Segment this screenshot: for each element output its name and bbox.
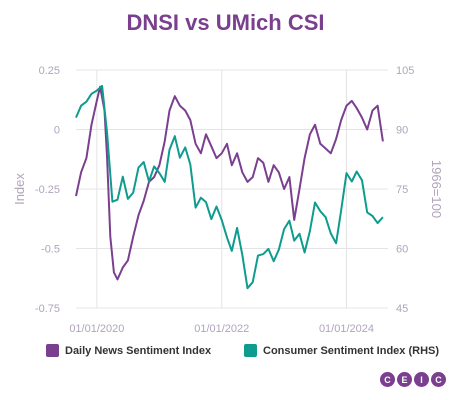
logo-letter: C [431,372,446,387]
legend-label-csi: Consumer Sentiment Index (RHS) [263,344,440,357]
y2-tick-label: 45 [396,303,408,315]
ceic-logo: C E I C [380,372,446,387]
y-axis-title: Index [12,173,27,205]
x-tick-label: 01/01/2024 [319,323,374,335]
legend-swatch-dnsi [46,344,59,357]
y2-tick-label: 75 [396,184,408,196]
chart-title: DNSI vs UMich CSI [126,10,325,35]
legend-item-csi[interactable]: Consumer Sentiment Index (RHS) [244,344,439,357]
legend-item-dnsi[interactable]: Daily News Sentiment Index [46,344,211,357]
y2-tick-label: 60 [396,244,408,256]
y-tick-label: 0.25 [39,65,60,77]
y-tick-label: -0.5 [41,244,60,256]
series-line-csi [75,84,384,290]
logo-letter: I [414,372,429,387]
y-tick-label: -0.75 [35,303,60,315]
y-tick-label: 0 [54,125,60,137]
y2-tick-label: 90 [396,125,408,137]
logo-letter: C [380,372,395,387]
y2-axis-title: 1966=100 [429,160,444,218]
x-tick-label: 01/01/2020 [69,323,124,335]
x-tick-label: 01/01/2022 [194,323,249,335]
legend-label-dnsi: Daily News Sentiment Index [65,344,212,357]
legend: Daily News Sentiment Index Consumer Sent… [0,344,451,366]
legend-swatch-csi [244,344,257,357]
logo-letter: E [397,372,412,387]
y-tick-label: -0.25 [35,184,60,196]
series-line-dnsi [75,85,384,281]
y2-tick-label: 105 [396,65,414,77]
